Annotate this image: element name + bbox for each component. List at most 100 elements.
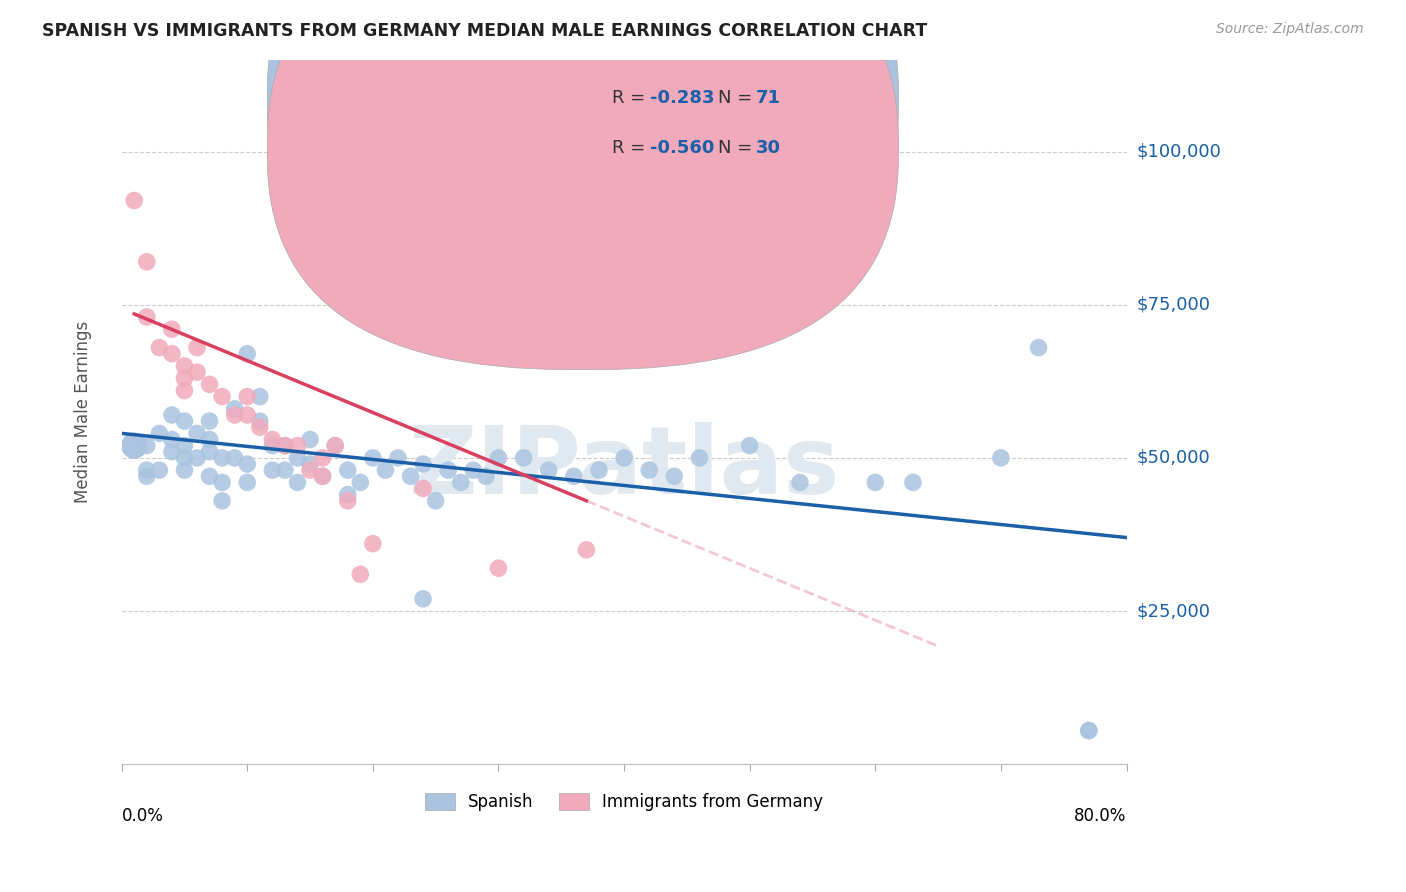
Point	[588, 463, 610, 477]
Point	[173, 359, 195, 373]
Point	[789, 475, 811, 490]
Point	[122, 439, 145, 453]
Point	[425, 493, 447, 508]
Text: ZIPatlas: ZIPatlas	[408, 422, 839, 515]
Point	[236, 390, 259, 404]
Point	[148, 426, 170, 441]
Point	[865, 475, 887, 490]
Point	[198, 433, 221, 447]
Point	[135, 463, 157, 477]
Text: R =: R =	[612, 138, 651, 157]
Point	[148, 463, 170, 477]
Point	[374, 463, 396, 477]
Point	[990, 450, 1012, 465]
Point	[274, 463, 297, 477]
Point	[1077, 723, 1099, 738]
Point	[287, 439, 309, 453]
Point	[274, 439, 297, 453]
Point	[349, 567, 371, 582]
Text: Median Male Earnings: Median Male Earnings	[75, 321, 93, 503]
Point	[575, 542, 598, 557]
Point	[173, 371, 195, 385]
Point	[412, 457, 434, 471]
Point	[173, 450, 195, 465]
Point	[399, 469, 422, 483]
Point	[186, 426, 208, 441]
Text: $25,000: $25,000	[1136, 602, 1211, 620]
Point	[336, 463, 359, 477]
Point	[387, 450, 409, 465]
Point	[148, 341, 170, 355]
Text: $50,000: $50,000	[1136, 449, 1211, 467]
Point	[437, 463, 460, 477]
Point	[198, 377, 221, 392]
Point	[224, 450, 246, 465]
Point	[299, 457, 322, 471]
Text: $75,000: $75,000	[1136, 296, 1211, 314]
Point	[287, 475, 309, 490]
Point	[198, 414, 221, 428]
Point	[323, 439, 346, 453]
Point	[173, 414, 195, 428]
Point	[475, 469, 498, 483]
Point	[198, 469, 221, 483]
Point	[311, 469, 333, 483]
Point	[562, 469, 585, 483]
Point	[249, 390, 271, 404]
Text: 0.0%: 0.0%	[122, 806, 163, 824]
Point	[211, 475, 233, 490]
Point	[336, 493, 359, 508]
Point	[512, 450, 534, 465]
Point	[1077, 723, 1099, 738]
Point	[236, 408, 259, 422]
Text: N =: N =	[717, 138, 758, 157]
Point	[173, 439, 195, 453]
FancyBboxPatch shape	[267, 0, 898, 320]
Text: R =: R =	[612, 89, 651, 107]
Point	[186, 341, 208, 355]
Point	[122, 439, 145, 453]
Point	[122, 194, 145, 208]
Point	[488, 450, 510, 465]
Point	[688, 450, 710, 465]
Point	[287, 450, 309, 465]
Point	[135, 439, 157, 453]
Point	[198, 444, 221, 458]
Point	[249, 414, 271, 428]
Text: 80.0%: 80.0%	[1074, 806, 1126, 824]
Text: Source: ZipAtlas.com: Source: ZipAtlas.com	[1216, 22, 1364, 37]
Point	[249, 420, 271, 434]
Point	[236, 457, 259, 471]
Point	[236, 475, 259, 490]
Point	[613, 450, 636, 465]
Point	[450, 475, 472, 490]
FancyBboxPatch shape	[267, 0, 898, 369]
Point	[638, 463, 661, 477]
Point	[336, 488, 359, 502]
Point	[236, 347, 259, 361]
FancyBboxPatch shape	[544, 60, 860, 176]
Text: -0.283: -0.283	[650, 89, 714, 107]
Point	[262, 463, 284, 477]
Point	[160, 444, 183, 458]
Point	[224, 401, 246, 416]
Point	[299, 463, 322, 477]
Point	[537, 463, 560, 477]
Point	[488, 561, 510, 575]
Point	[135, 469, 157, 483]
Point	[311, 469, 333, 483]
Point	[664, 469, 686, 483]
Point	[160, 408, 183, 422]
Point	[211, 390, 233, 404]
Point	[135, 255, 157, 269]
Point	[173, 463, 195, 477]
Point	[274, 439, 297, 453]
Text: N =: N =	[717, 89, 758, 107]
Point	[349, 475, 371, 490]
Point	[323, 439, 346, 453]
Point	[160, 433, 183, 447]
Text: 30: 30	[755, 138, 780, 157]
Legend: Spanish, Immigrants from Germany: Spanish, Immigrants from Germany	[416, 785, 831, 820]
Point	[311, 450, 333, 465]
Point	[211, 450, 233, 465]
